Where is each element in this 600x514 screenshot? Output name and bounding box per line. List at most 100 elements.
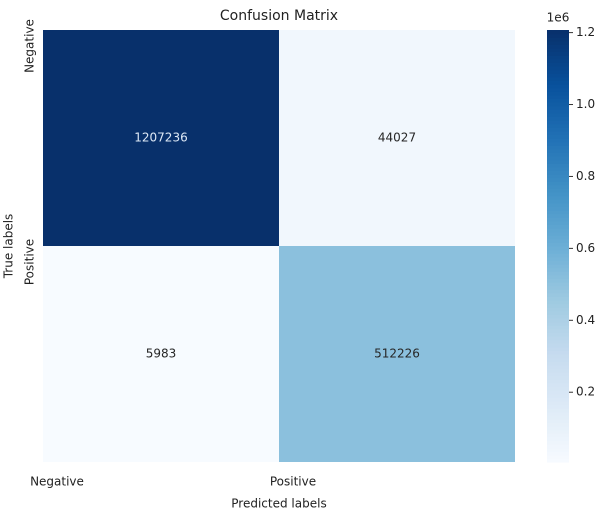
colorbar-segment [547, 314, 569, 319]
x-tick-label: Positive [270, 475, 316, 489]
colorbar-segment [547, 285, 569, 290]
colorbar-tick-label: 0.4 [576, 313, 595, 327]
colorbar-segment [547, 228, 569, 233]
colorbar-segment [547, 206, 569, 211]
colorbar-segment [547, 357, 569, 362]
colorbar-segment [547, 296, 569, 301]
colorbar-segment [547, 102, 569, 107]
colorbar-segment [547, 109, 569, 114]
colorbar-tick-label: 1.2 [576, 25, 595, 39]
colorbar-segment [547, 343, 569, 348]
colorbar-segment [547, 156, 569, 161]
colorbar-segment [547, 386, 569, 391]
colorbar-segment [547, 339, 569, 344]
colorbar-segment [547, 141, 569, 146]
colorbar-segment [547, 444, 569, 449]
colorbar-segment [547, 138, 569, 143]
colorbar-segment [547, 80, 569, 85]
colorbar-segment [547, 231, 569, 236]
colorbar-segment [547, 224, 569, 229]
colorbar-segment [547, 220, 569, 225]
colorbar-segment [547, 199, 569, 204]
y-tick-label: Negative [23, 19, 37, 73]
colorbar-segment [547, 260, 569, 265]
colorbar-segment [547, 303, 569, 308]
colorbar-segment [547, 271, 569, 276]
colorbar-segment [547, 145, 569, 150]
colorbar-segment [547, 400, 569, 405]
colorbar-segment [547, 397, 569, 402]
colorbar-segment [547, 278, 569, 283]
colorbar-segment [547, 292, 569, 297]
colorbar-segment [547, 37, 569, 42]
colorbar-segment [547, 411, 569, 416]
colorbar-segment [547, 73, 569, 78]
colorbar-segment [547, 318, 569, 323]
colorbar-segment [547, 375, 569, 380]
colorbar-segment [547, 364, 569, 369]
colorbar-segment [547, 253, 569, 258]
colorbar-segment [547, 328, 569, 333]
colorbar-segment [547, 415, 569, 420]
colorbar-segment [547, 87, 569, 92]
colorbar-tick-label: 0.6 [576, 241, 595, 255]
colorbar-segment [547, 112, 569, 117]
colorbar-segment [547, 148, 569, 153]
colorbar-segment [547, 98, 569, 103]
colorbar-segment [547, 321, 569, 326]
cell-label: 1207236 [134, 131, 187, 145]
colorbar-segment [547, 130, 569, 135]
colorbar-segment [547, 238, 569, 243]
colorbar-segment [547, 436, 569, 441]
colorbar-segment [547, 192, 569, 197]
y-axis-label: True labels [2, 214, 16, 280]
colorbar-segment [547, 174, 569, 179]
colorbar-segment [547, 249, 569, 254]
colorbar-segment [547, 51, 569, 56]
colorbar-segment [547, 454, 569, 459]
colorbar-segment [547, 152, 569, 157]
colorbar-tick-label: 0.2 [576, 385, 595, 399]
colorbar-segment [547, 433, 569, 438]
colorbar-segment [547, 372, 569, 377]
colorbar-segment [547, 300, 569, 305]
heatmap-cell [43, 30, 279, 246]
colorbar-segment [547, 408, 569, 413]
colorbar-tick-label: 0.8 [576, 169, 595, 183]
colorbar-segment [547, 451, 569, 456]
colorbar-segment [547, 62, 569, 67]
heatmap-cell [279, 246, 515, 462]
colorbar-segment [547, 181, 569, 186]
colorbar-segment [547, 267, 569, 272]
colorbar-segment [547, 69, 569, 74]
colorbar-segment [547, 235, 569, 240]
colorbar-segment [547, 94, 569, 99]
colorbar-segment [547, 91, 569, 96]
colorbar-segment [547, 336, 569, 341]
chart-title: Confusion Matrix [220, 8, 338, 24]
colorbar-segment [547, 66, 569, 71]
colorbar-segment [547, 195, 569, 200]
colorbar-segment [547, 242, 569, 247]
colorbar-segment [547, 163, 569, 168]
colorbar-segment [547, 264, 569, 269]
colorbar-segment [547, 84, 569, 89]
x-axis-label: Predicted labels [231, 497, 326, 511]
colorbar-segment [547, 393, 569, 398]
colorbar-segment [547, 44, 569, 49]
colorbar-offset-label: 1e6 [547, 11, 570, 25]
colorbar-segment [547, 458, 569, 463]
colorbar-segment [547, 184, 569, 189]
colorbar-segment [547, 170, 569, 175]
colorbar-segment [547, 120, 569, 125]
cell-label: 5983 [146, 347, 177, 361]
colorbar-segment [547, 134, 569, 139]
colorbar-segment [547, 166, 569, 171]
colorbar-segment [547, 48, 569, 53]
colorbar-segment [547, 346, 569, 351]
colorbar-segment [547, 256, 569, 261]
heatmap-cell [279, 30, 515, 246]
colorbar-segment [547, 58, 569, 63]
cell-label: 512226 [374, 347, 420, 361]
